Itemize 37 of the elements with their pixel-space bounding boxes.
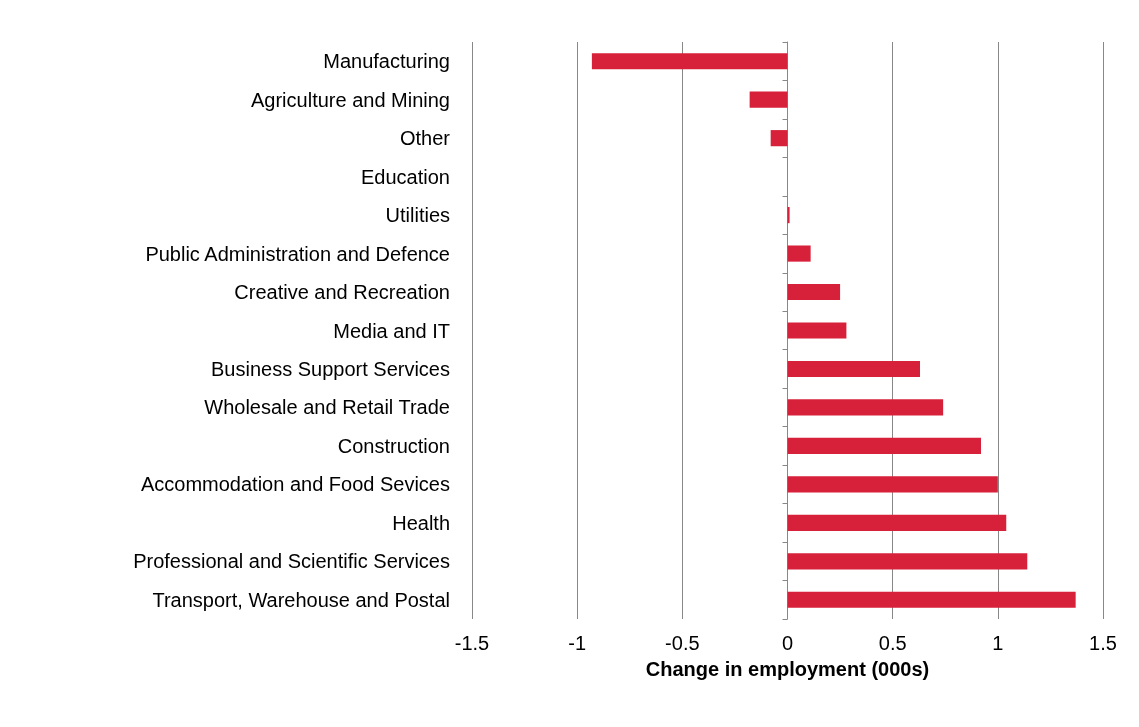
y-tick-label: Business Support Services [210,357,450,380]
bar [591,53,788,70]
bar [787,245,811,262]
bar [787,437,982,454]
y-tick-label: Education [361,165,450,188]
bar [787,360,921,378]
y-tick-label: Agriculture and Mining [251,88,450,111]
x-tick-label: 1 [992,632,1004,654]
bar [787,591,1076,608]
bar [749,91,788,108]
y-tick-label: Public Administration and Defence [145,242,450,265]
y-tick-label: Professional and Scientific Services [133,550,450,573]
bar [787,553,1028,570]
bar [787,207,790,224]
y-tick-label: Utilities [385,204,450,227]
bar [770,130,788,147]
bar [787,283,841,301]
y-tick-label: Construction [337,434,450,457]
x-tick-label: 1.5 [1089,632,1117,654]
bar [787,322,847,339]
y-tick-label: Health [392,511,450,534]
y-tick-label: Accommodation and Food Sevices [140,473,450,496]
bar [787,476,998,493]
x-tick-label: 0.5 [878,632,907,654]
x-tick-label: -0.5 [665,632,700,654]
y-tick-label: Wholesale and Retail Trade [204,396,450,419]
bar [787,514,1007,531]
y-tick-label: Creative and Recreation [234,281,450,304]
x-axis-title: Change in employment (000s) [645,658,930,680]
y-tick-label: Manufacturing [323,50,450,73]
y-tick-label: Transport, Warehouse and Postal [152,588,450,611]
x-tick-label: 0 [781,632,794,654]
bar [787,399,944,416]
x-tick-label: -1 [568,632,587,654]
x-tick-label: -1.5 [454,632,490,654]
y-tick-label: Other [399,127,451,150]
y-tick-label: Media and IT [333,319,450,342]
